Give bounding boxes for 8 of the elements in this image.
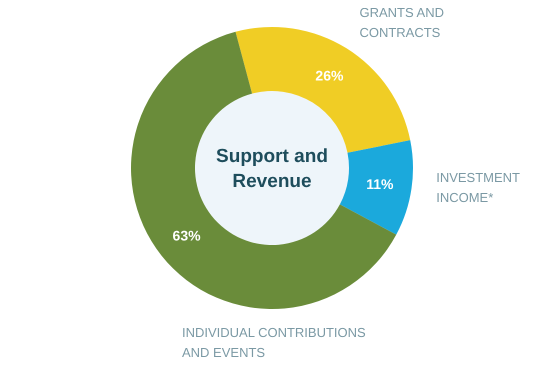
slice-label: INDIVIDUAL CONTRIBUTIONS AND EVENTS — [182, 325, 366, 360]
data-label: 26% — [315, 67, 344, 84]
text: Support and Revenue — [216, 146, 328, 192]
data-label: 63% — [172, 228, 202, 244]
donut-slice — [340, 140, 413, 235]
data-label: 11% — [366, 176, 394, 192]
slice-label: GRANTS AND CONTRACTS — [359, 4, 444, 40]
slice-label: INVESTMENT INCOME* — [436, 170, 520, 206]
